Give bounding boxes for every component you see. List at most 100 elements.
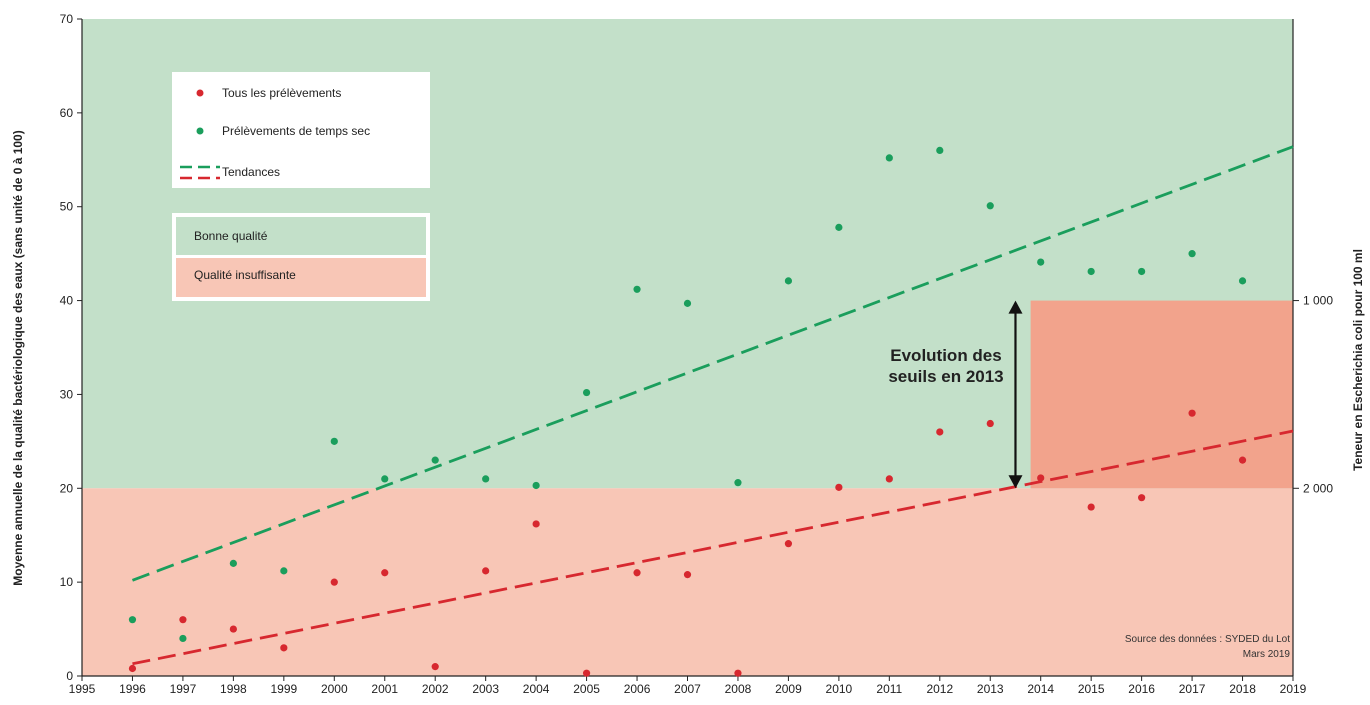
legend-swatch-poor-quality xyxy=(176,258,426,297)
point-all-samples xyxy=(128,664,137,673)
x-tick-label: 2004 xyxy=(523,682,550,696)
point-all-samples xyxy=(1188,409,1196,417)
legend-marker-all-samples xyxy=(196,89,204,97)
trend-line-all-samples xyxy=(132,429,1294,666)
x-tick-label: 2018 xyxy=(1229,682,1256,696)
legend-label-good-quality: Bonne qualité xyxy=(194,229,268,243)
y-tick-label: 0 xyxy=(66,669,73,683)
point-all-samples xyxy=(1037,474,1045,482)
x-tick-label: 2009 xyxy=(775,682,802,696)
x-tick-label: 1996 xyxy=(119,682,146,696)
x-tick-label: 2013 xyxy=(977,682,1004,696)
legend-series: Tous les prélèvements Prélèvements de te… xyxy=(172,72,430,188)
x-tick-label: 1998 xyxy=(220,682,247,696)
threshold-annotation: Evolution des seuils en 2013 xyxy=(888,300,1023,489)
x-tick-label: 2008 xyxy=(725,682,752,696)
x-tick-label: 1999 xyxy=(270,682,297,696)
point-all-samples xyxy=(734,669,742,677)
point-dry-weather xyxy=(633,285,641,293)
point-all-samples xyxy=(582,669,591,677)
x-tick-label: 2010 xyxy=(826,682,853,696)
point-all-samples xyxy=(431,663,439,671)
data-points xyxy=(128,146,1247,677)
point-dry-weather xyxy=(1188,250,1196,258)
point-dry-weather xyxy=(683,299,692,307)
point-dry-weather xyxy=(431,456,439,464)
zone-poor-quality-new-threshold xyxy=(1030,300,1293,489)
x-tick-label: 2012 xyxy=(926,682,953,696)
legend-zones: Bonne qualité Qualité insuffisante xyxy=(172,213,430,301)
x-tick-label: 2016 xyxy=(1128,682,1155,696)
y-tick-label: 10 xyxy=(60,575,74,589)
right-tick-label: 2 000 xyxy=(1303,481,1333,495)
point-dry-weather xyxy=(1037,258,1045,266)
point-dry-weather xyxy=(128,616,137,624)
legend-label-dry-weather: Prélèvements de temps sec xyxy=(222,124,370,138)
trend-lines xyxy=(131,145,1294,666)
zone-poor-quality xyxy=(82,488,1293,676)
y-tick-label: 50 xyxy=(60,200,74,214)
point-dry-weather xyxy=(936,146,944,154)
point-dry-weather xyxy=(280,567,288,575)
point-dry-weather xyxy=(532,481,540,490)
point-dry-weather xyxy=(1238,277,1247,285)
x-tick-label: 2003 xyxy=(472,682,499,696)
point-dry-weather xyxy=(885,154,893,162)
y-axis-title: Moyenne annuelle de la qualité bactériol… xyxy=(11,130,25,585)
y-tick-label: 70 xyxy=(60,12,74,26)
point-dry-weather xyxy=(784,277,793,285)
x-tick-label: 2006 xyxy=(624,682,651,696)
point-dry-weather xyxy=(381,475,389,483)
x-tick-label: 2005 xyxy=(573,682,600,696)
point-dry-weather xyxy=(835,223,843,231)
legend-label-poor-quality: Qualité insuffisante xyxy=(194,268,296,282)
point-all-samples xyxy=(683,571,692,579)
x-tick-label: 2017 xyxy=(1179,682,1206,696)
point-all-samples xyxy=(532,520,540,528)
point-all-samples xyxy=(482,567,490,575)
point-all-samples xyxy=(936,428,944,436)
y-axis-right-title: Teneur en Escherichia coli pour 100 ml xyxy=(1351,249,1365,471)
point-dry-weather xyxy=(582,388,591,397)
point-dry-weather xyxy=(229,559,237,567)
point-dry-weather xyxy=(734,479,742,487)
point-dry-weather xyxy=(330,437,338,445)
point-all-samples xyxy=(1138,494,1146,502)
point-all-samples xyxy=(835,483,843,491)
point-dry-weather xyxy=(179,634,187,643)
point-all-samples xyxy=(280,644,288,652)
point-all-samples xyxy=(885,475,893,483)
point-all-samples xyxy=(1238,456,1247,464)
x-tick-label: 2011 xyxy=(876,682,902,696)
x-tick-label: 2015 xyxy=(1078,682,1105,696)
point-all-samples xyxy=(229,625,237,633)
point-all-samples xyxy=(1087,503,1095,511)
y-tick-label: 60 xyxy=(60,106,74,120)
x-tick-label: 2014 xyxy=(1027,682,1054,696)
y-tick-label: 30 xyxy=(60,387,74,401)
point-all-samples xyxy=(381,569,389,577)
axes: 1995 1996 1997 1998 1999 2000 2001 2002 2003 2004… xyxy=(60,12,1334,696)
x-tick-label: 1997 xyxy=(170,682,197,696)
legend-marker-dry-weather xyxy=(196,127,204,135)
point-all-samples xyxy=(784,540,793,548)
annotation-line-1: Evolution des xyxy=(890,346,1001,365)
arrow-head-down xyxy=(1008,475,1023,489)
y-tick-label: 40 xyxy=(60,294,74,308)
legend-label-trends: Tendances xyxy=(222,165,280,179)
point-dry-weather xyxy=(986,202,994,210)
annotation-line-2: seuils en 2013 xyxy=(888,367,1003,386)
source-note: Source des données : SYDED du Lot xyxy=(1125,634,1290,645)
x-tick-label: 2000 xyxy=(321,682,348,696)
legend-label-all-samples: Tous les prélèvements xyxy=(222,86,341,100)
x-tick-label: 2001 xyxy=(371,682,398,696)
point-dry-weather xyxy=(482,475,490,483)
legend-series-box xyxy=(172,72,430,188)
x-tick-label: 2019 xyxy=(1280,682,1307,696)
x-tick-label: 2002 xyxy=(422,682,449,696)
x-tick-label: 1995 xyxy=(69,682,96,696)
x-tick-label: 2007 xyxy=(674,682,701,696)
point-dry-weather xyxy=(1138,267,1146,276)
